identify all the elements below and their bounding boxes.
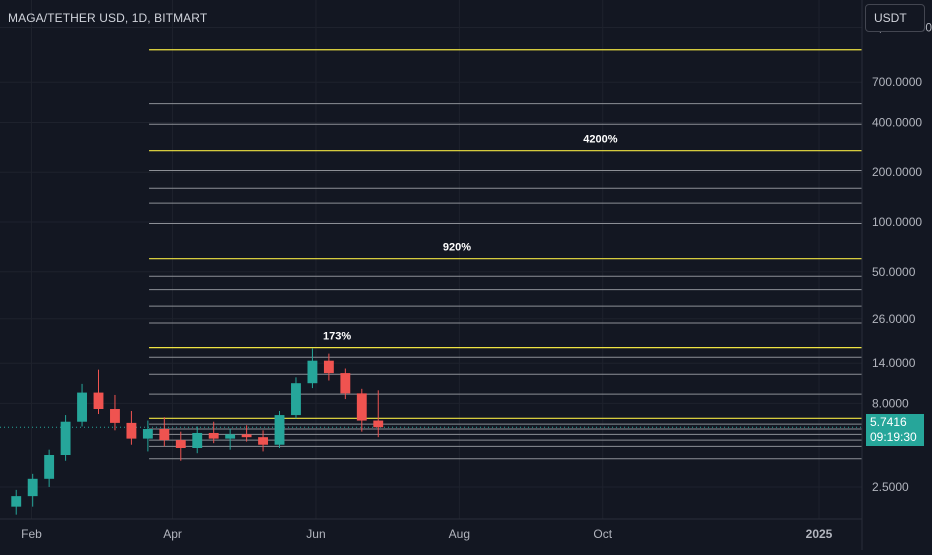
candle-body bbox=[192, 432, 203, 448]
price-tick-label: 8.0000 bbox=[872, 396, 909, 410]
candle[interactable] bbox=[93, 369, 104, 415]
candle[interactable] bbox=[241, 425, 252, 442]
time-tick-label: Jun bbox=[306, 527, 325, 541]
candle-body bbox=[323, 360, 334, 374]
candle-body bbox=[142, 429, 153, 439]
price-tick-label: 100.0000 bbox=[872, 215, 922, 229]
current-price-badge: 5.7416 09:19:30 bbox=[866, 414, 924, 446]
candle[interactable] bbox=[142, 420, 153, 452]
time-tick-label: Apr bbox=[163, 527, 182, 541]
candle[interactable] bbox=[373, 390, 384, 438]
candle[interactable] bbox=[77, 383, 87, 427]
candle[interactable] bbox=[291, 377, 301, 419]
time-tick-label: 2025 bbox=[806, 527, 833, 541]
candle-body bbox=[175, 440, 186, 448]
candle[interactable] bbox=[159, 417, 170, 447]
candle-body bbox=[60, 421, 71, 456]
price-tick-label: 14.0000 bbox=[872, 356, 916, 370]
candle[interactable] bbox=[44, 449, 55, 487]
candle-body bbox=[225, 434, 236, 439]
candle-body bbox=[11, 496, 22, 507]
candle-body bbox=[373, 420, 384, 428]
candle-body bbox=[110, 409, 120, 423]
candle[interactable] bbox=[11, 489, 22, 515]
time-tick-label: Oct bbox=[593, 527, 612, 541]
time-axis[interactable]: FebAprJunAugOct2025MarMayJulSepNov bbox=[21, 527, 932, 541]
target-label: 920% bbox=[443, 242, 471, 254]
price-tick-label: 2.5000 bbox=[872, 480, 909, 494]
candle[interactable] bbox=[356, 388, 367, 432]
candle-body bbox=[159, 429, 170, 441]
price-tick-label: 26.0000 bbox=[872, 312, 916, 326]
candle[interactable] bbox=[307, 348, 318, 389]
candle[interactable] bbox=[175, 431, 186, 461]
time-tick-label: Aug bbox=[449, 527, 470, 541]
level-lines bbox=[149, 103, 862, 460]
candle[interactable] bbox=[225, 429, 236, 450]
price-tick-label: 400.0000 bbox=[872, 115, 922, 129]
candle-body bbox=[27, 478, 38, 497]
candle-body bbox=[241, 434, 252, 438]
candles[interactable] bbox=[11, 348, 384, 515]
price-tick-label: 50.0000 bbox=[872, 265, 916, 279]
grid-lines bbox=[0, 0, 862, 519]
candle[interactable] bbox=[323, 353, 334, 381]
target-labels: 4200% 920% 173% bbox=[323, 134, 618, 343]
candle-body bbox=[93, 392, 104, 410]
bar-countdown: 09:19:30 bbox=[870, 430, 917, 444]
candle[interactable] bbox=[340, 368, 351, 400]
candle-body bbox=[291, 383, 301, 416]
candle-body bbox=[208, 432, 219, 439]
candle[interactable] bbox=[60, 415, 71, 461]
time-tick-label: Feb bbox=[21, 527, 42, 541]
candle-body bbox=[126, 422, 137, 439]
candle-body bbox=[307, 360, 318, 384]
candle-body bbox=[44, 455, 55, 479]
price-tick-label: 700.0000 bbox=[872, 75, 922, 89]
candle[interactable] bbox=[208, 421, 219, 444]
candle[interactable] bbox=[110, 394, 120, 431]
candle-body bbox=[340, 373, 351, 394]
candle[interactable] bbox=[274, 410, 285, 448]
target-label: 173% bbox=[323, 331, 351, 343]
candle-body bbox=[274, 415, 285, 445]
candle[interactable] bbox=[126, 410, 137, 445]
currency-button[interactable]: USDT bbox=[865, 4, 925, 32]
symbol-title: MAGA/TETHER USD, 1D, BITMART bbox=[8, 11, 208, 25]
candle[interactable] bbox=[27, 473, 38, 507]
target-label: 4200% bbox=[583, 134, 617, 146]
price-tick-label: 200.0000 bbox=[872, 165, 922, 179]
current-price-value: 5.7416 bbox=[870, 415, 907, 429]
candle-body bbox=[356, 393, 367, 421]
candle[interactable] bbox=[192, 426, 203, 454]
candle[interactable] bbox=[258, 430, 268, 452]
target-lines bbox=[149, 49, 862, 419]
candle-body bbox=[77, 392, 87, 422]
candle-body bbox=[258, 437, 268, 445]
